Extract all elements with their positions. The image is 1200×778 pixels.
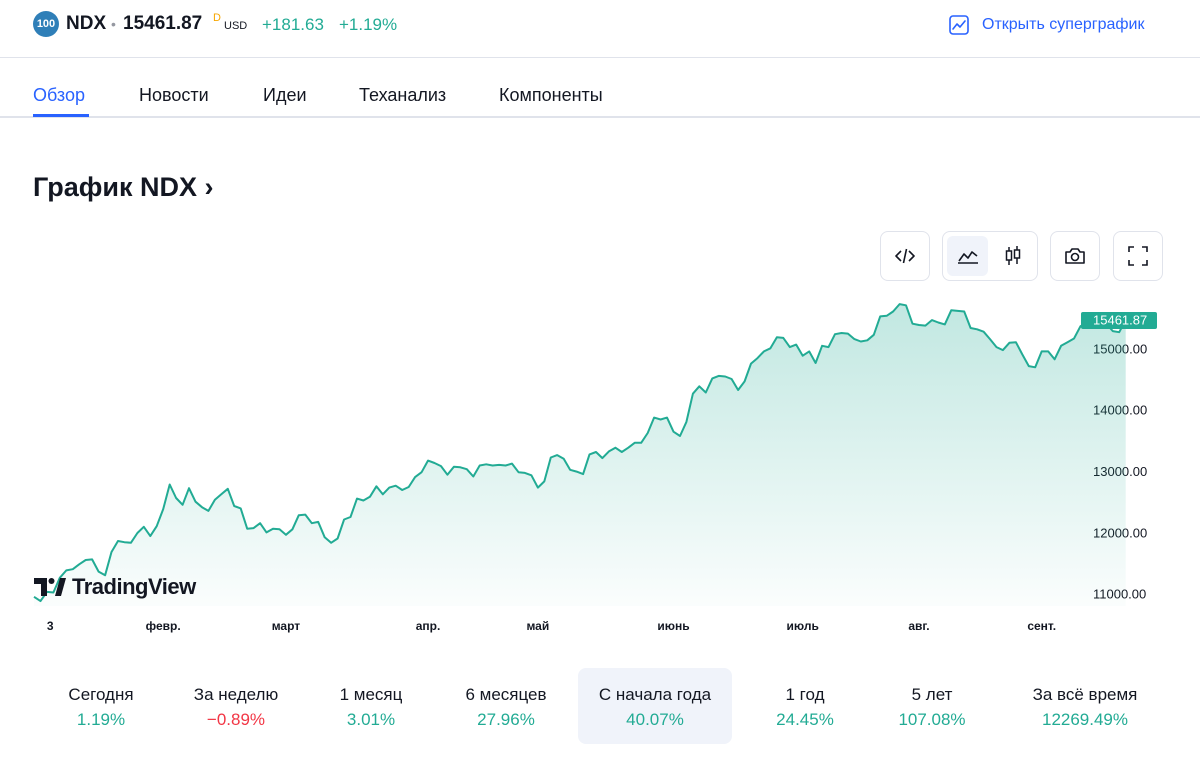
camera-icon — [1065, 248, 1085, 264]
price-line — [33, 303, 1127, 603]
period-label: Сегодня — [68, 685, 134, 704]
last-price-tag-label: 15461.87 — [1093, 312, 1147, 327]
candles-style-button[interactable] — [992, 236, 1033, 276]
tab-news[interactable]: Новости — [139, 85, 209, 105]
section-tabs: Обзор Новости Идеи Теханализ Компоненты — [0, 58, 1200, 118]
last-price-tag: 15461.87 — [1081, 311, 1157, 329]
currency-label: USD — [224, 20, 248, 32]
symbol-name: NDX — [66, 13, 107, 34]
period-label: 6 месяцев — [465, 685, 547, 704]
x-axis-tick-label: март — [272, 619, 301, 633]
period-label: 1 год — [785, 685, 825, 704]
price-area-chart[interactable]: 11000.0012000.0013000.0014000.0015000.00… — [0, 290, 1200, 642]
tradingview-logo[interactable]: TradingView — [34, 574, 196, 600]
symbol-header: 100 NDX • 15461.87 D USD +181.63 +1.19% … — [0, 0, 1200, 58]
tradingview-logo-icon — [34, 578, 66, 596]
fullscreen-icon — [1128, 246, 1148, 266]
tradingview-logo-text: TradingView — [72, 574, 196, 599]
x-axis-tick-label: 3 — [47, 619, 54, 633]
x-axis-tick-label: февр. — [146, 619, 181, 633]
period-week[interactable]: За неделю −0.89% — [159, 668, 313, 744]
period-label: За неделю — [193, 685, 279, 704]
open-supergraph-button[interactable]: Открыть суперграфик — [948, 12, 1144, 38]
period-label: За всё время — [1032, 685, 1138, 704]
period-value: 3.01% — [346, 710, 396, 729]
chart-window-icon — [949, 15, 969, 35]
separator-dot: • — [111, 16, 116, 32]
embed-button[interactable] — [880, 231, 930, 281]
delay-flag: D — [213, 12, 221, 24]
performance-periods: Сегодня 1.19% За неделю −0.89% 1 месяц 3… — [0, 668, 1200, 746]
fullscreen-button[interactable] — [1113, 231, 1163, 281]
period-1-year[interactable]: 1 год 24.45% — [728, 668, 882, 744]
x-axis-tick-label: сент. — [1027, 619, 1056, 633]
tab-technicals[interactable]: Теханализ — [359, 85, 447, 105]
price-change-absolute: +181.63 — [262, 15, 324, 34]
tab-ideas[interactable]: Идеи — [263, 85, 307, 105]
area-style-button[interactable] — [947, 236, 988, 276]
tab-overview[interactable]: Обзор — [33, 85, 85, 105]
period-value: −0.89% — [206, 710, 266, 729]
x-axis-tick-label: авг. — [908, 619, 929, 633]
period-label: С начала года — [598, 685, 712, 704]
area-chart-icon — [957, 251, 978, 264]
period-5-years[interactable]: 5 лет 107.08% — [855, 668, 1009, 744]
price-change-percent: +1.19% — [339, 15, 398, 34]
candlestick-icon — [1005, 246, 1020, 265]
period-value: 1.19% — [76, 710, 126, 729]
period-all-time[interactable]: За всё время 12269.49% — [1008, 668, 1162, 744]
period-6-months[interactable]: 6 месяцев 27.96% — [429, 668, 583, 744]
chart-style-toggle — [942, 231, 1038, 281]
period-today[interactable]: Сегодня 1.19% — [24, 668, 178, 744]
period-ytd[interactable]: С начала года 40.07% — [578, 668, 732, 744]
last-price: 15461.87 — [123, 13, 203, 34]
x-axis-tick-label: май — [526, 619, 549, 633]
period-1-month[interactable]: 1 месяц 3.01% — [294, 668, 448, 744]
x-axis-tick-label: апр. — [416, 619, 441, 633]
period-value: 27.96% — [477, 710, 535, 729]
supergraph-label: Открыть суперграфик — [982, 16, 1145, 33]
period-value: 24.45% — [776, 710, 834, 729]
period-value: 40.07% — [626, 710, 684, 729]
tab-components[interactable]: Компоненты — [499, 85, 603, 105]
area-fill — [34, 304, 1126, 606]
chart-title-link[interactable]: График NDX › — [33, 172, 214, 202]
period-value: 12269.49% — [1041, 710, 1129, 729]
period-label: 5 лет — [911, 685, 953, 704]
snapshot-button[interactable] — [1050, 231, 1100, 281]
x-axis-tick-label: июнь — [657, 619, 689, 633]
x-axis-tick-label: июль — [787, 619, 819, 633]
period-label: 1 месяц — [339, 685, 403, 704]
index-badge: 100 — [33, 11, 59, 37]
code-icon — [895, 248, 915, 264]
period-value: 107.08% — [898, 710, 966, 729]
active-tab-indicator — [33, 114, 89, 117]
